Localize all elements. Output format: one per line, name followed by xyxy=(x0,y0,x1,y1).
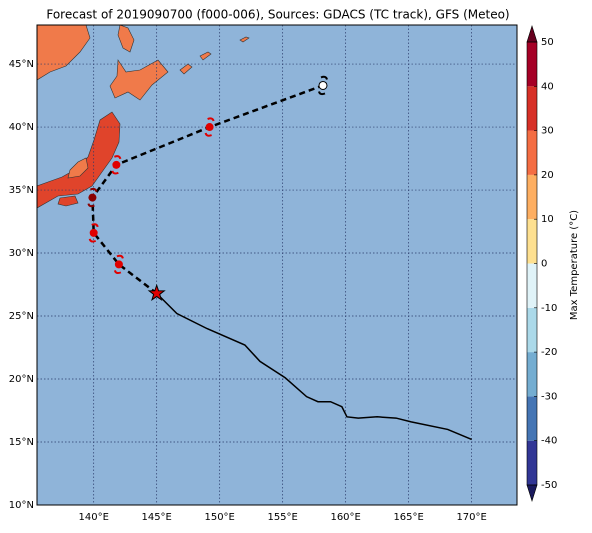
storm-symbol-eye xyxy=(318,80,328,90)
colorbar-band xyxy=(527,396,537,441)
storm-symbol-tail xyxy=(318,75,328,96)
lon-tick-label: 165°E xyxy=(393,512,423,523)
ocean xyxy=(37,25,517,505)
kuril xyxy=(199,51,212,61)
lat-tick-label: 35°N xyxy=(9,185,34,196)
lat-tick-label: 30°N xyxy=(9,248,34,259)
storm-symbol xyxy=(204,117,215,137)
continent xyxy=(37,25,91,81)
lon-tick-label: 170°E xyxy=(456,512,486,523)
lat-tick-label: 15°N xyxy=(9,437,34,448)
honshu xyxy=(37,111,121,209)
lat-tick-label: 25°N xyxy=(9,311,34,322)
colorbar-under xyxy=(526,484,538,503)
sakhalin xyxy=(117,25,135,53)
storm-symbol-eye xyxy=(205,123,214,132)
colorbar-tick-label: 50 xyxy=(541,37,554,48)
shikoku xyxy=(57,195,79,207)
lat-tick-label: 20°N xyxy=(9,374,34,385)
colorbar-tick-label: 0 xyxy=(541,259,547,270)
hokkaido xyxy=(109,59,169,101)
storm-symbol xyxy=(111,155,122,175)
colorbar-band xyxy=(527,42,537,87)
storm-symbol-tail xyxy=(88,223,99,243)
colorbar-tick-label: -40 xyxy=(541,436,557,447)
storm-symbol xyxy=(318,75,328,96)
colorbar-tick-label: -30 xyxy=(541,391,557,402)
land xyxy=(37,25,250,209)
storm-symbol-eye xyxy=(112,160,121,169)
colorbar-band xyxy=(527,440,537,485)
storm-symbol-eye xyxy=(114,260,123,269)
storm-symbol-tail xyxy=(111,155,122,175)
colorbar-band xyxy=(527,263,537,308)
storm-symbol-eye xyxy=(88,193,97,202)
colorbar-label: Max Temperature (°C) xyxy=(569,210,580,320)
storm-symbol-tail xyxy=(87,187,98,208)
lon-tick-label: 145°E xyxy=(141,512,171,523)
colorbar-tick-label: 20 xyxy=(541,170,554,181)
map-frame xyxy=(36,24,518,506)
storm-symbol-tail xyxy=(204,117,215,137)
storm-position xyxy=(147,283,166,302)
kuril xyxy=(179,63,193,75)
lon-tick-label: 160°E xyxy=(330,512,360,523)
colorbar-band xyxy=(527,219,537,264)
lon-tick-label: 140°E xyxy=(78,512,108,523)
past-track xyxy=(156,292,472,441)
colorbar-band xyxy=(527,352,537,397)
lon-tick-label: 150°E xyxy=(204,512,234,523)
colorbar-over xyxy=(526,24,538,43)
lon-tick-label: 155°E xyxy=(267,512,297,523)
lat-tick-label: 40°N xyxy=(9,122,34,133)
storm-symbol-tail xyxy=(113,254,124,275)
title: Forecast of 2019090700 (f000-006), Sourc… xyxy=(46,8,509,22)
storm-symbol xyxy=(88,223,99,243)
colorbar-tick-label: 40 xyxy=(541,81,554,92)
lat-tick-label: 45°N xyxy=(9,59,34,70)
colorbar-band xyxy=(527,307,537,353)
colorbar-band xyxy=(527,130,537,175)
colorbar-band xyxy=(527,86,537,131)
colorbar-tick-label: -50 xyxy=(541,480,557,491)
inland xyxy=(67,157,89,179)
storm-symbol xyxy=(87,187,98,208)
storm-symbol-eye xyxy=(89,228,98,237)
colorbar-tick-label: 10 xyxy=(541,214,554,225)
kuril xyxy=(239,36,250,43)
colorbar-tick-label: -20 xyxy=(541,347,557,358)
colorbar-tick-label: 30 xyxy=(541,126,554,137)
lat-tick-label: 10°N xyxy=(9,500,34,511)
colorbar-band xyxy=(527,174,537,220)
colorbar-tick-label: -10 xyxy=(541,303,557,314)
storm-symbol xyxy=(113,254,124,275)
